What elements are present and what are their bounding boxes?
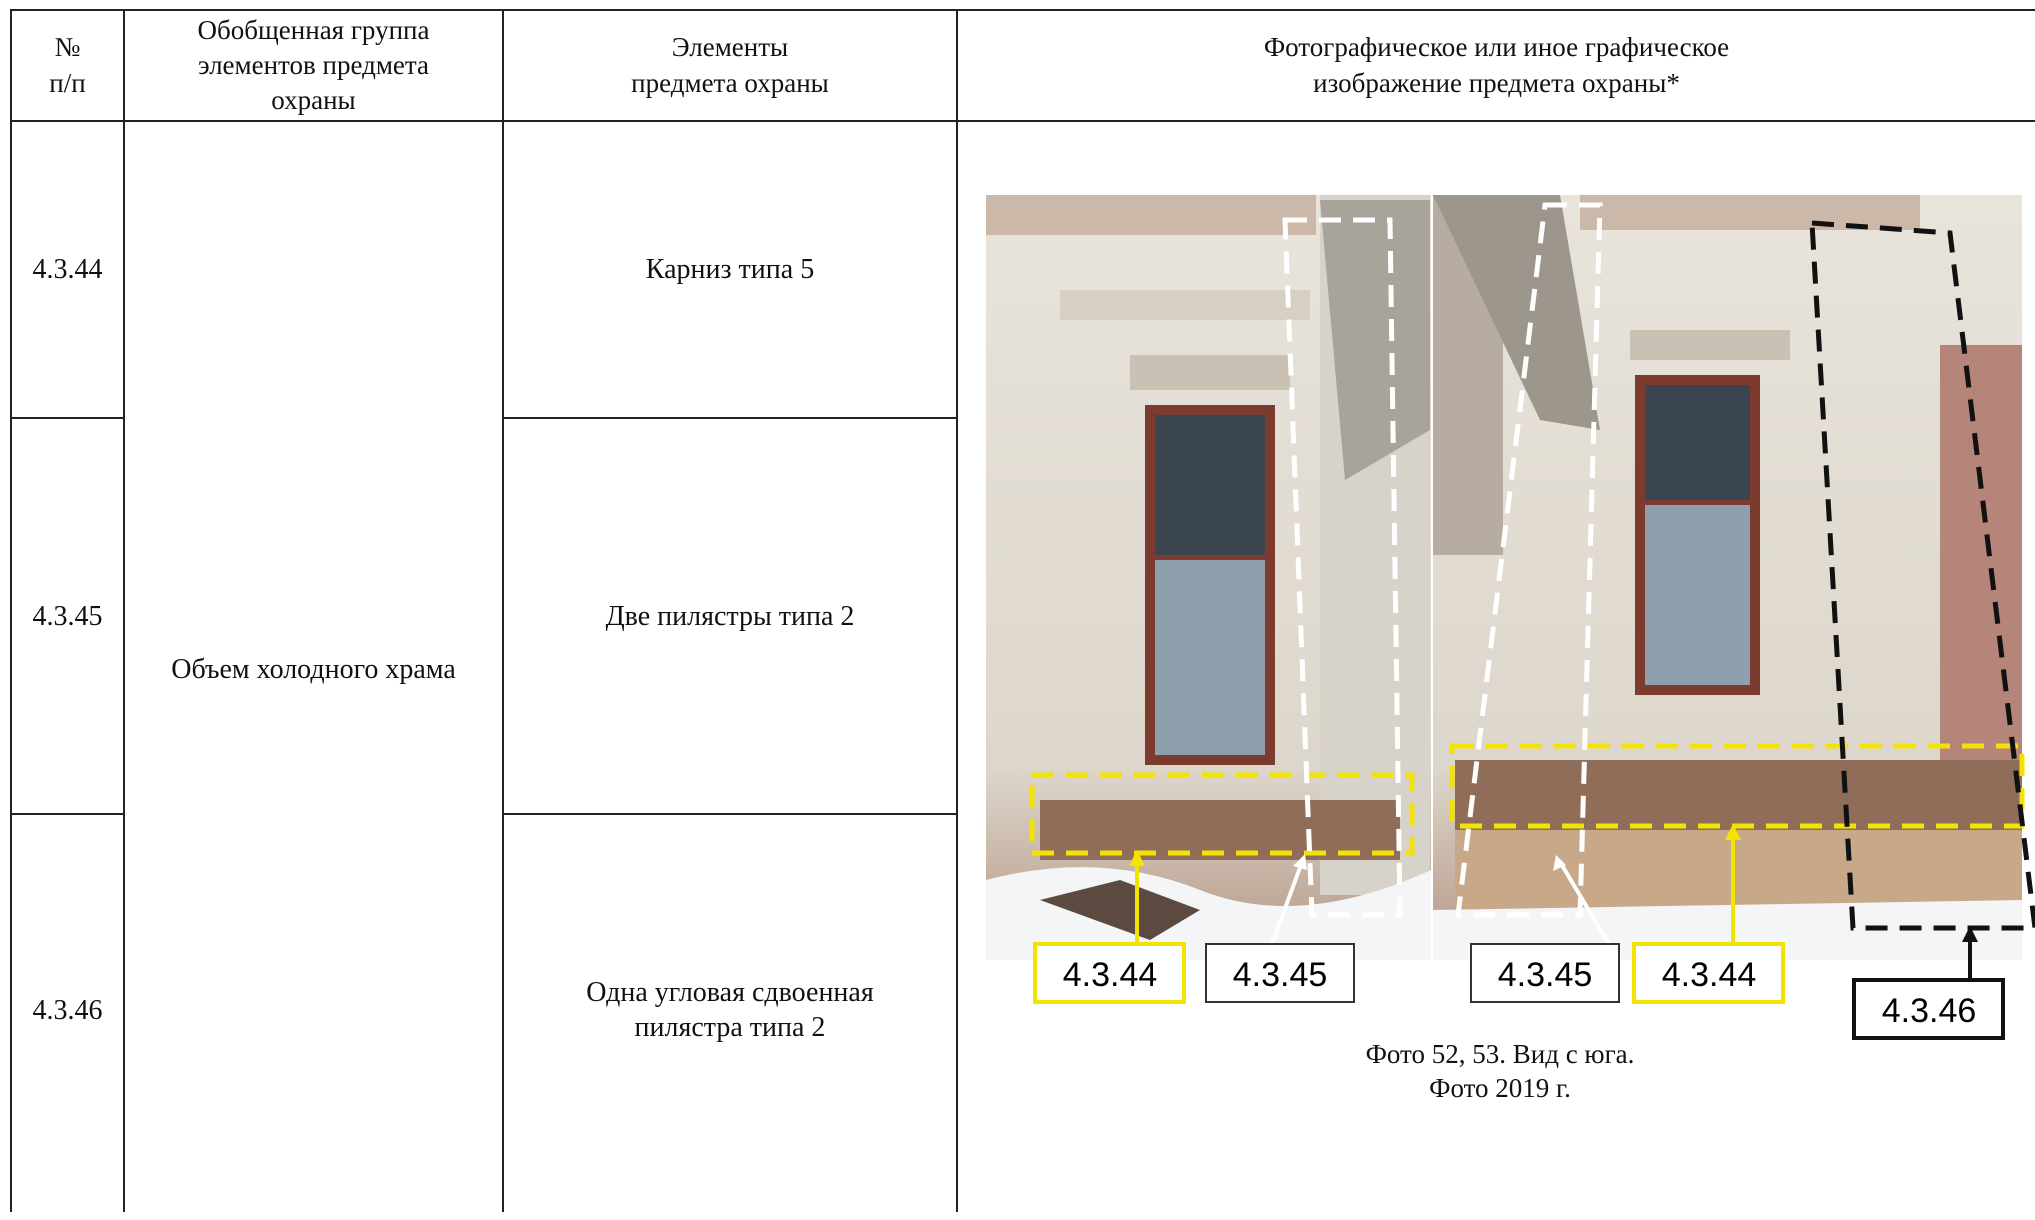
text: изображение предмета охраны* — [1313, 67, 1680, 98]
caption: Фото 52, 53. Вид с юга. Фото 2019 г. — [1300, 1034, 1700, 1110]
rule — [10, 9, 12, 1212]
text: 4.3.45 — [32, 600, 103, 632]
header-cell: Элементы предмета охраны — [504, 11, 956, 120]
rule — [10, 120, 2035, 122]
photo-label: 4.3.44 — [1662, 956, 1757, 994]
rule — [502, 417, 957, 419]
text: № — [54, 32, 81, 63]
group-cell: Объем холодного храма — [125, 122, 502, 1220]
header-cell: Обобщенная группа элементов предмета охр… — [125, 11, 502, 120]
rule — [10, 813, 123, 815]
number-cell: 4.3.44 — [12, 122, 123, 417]
element-cell: Две пилястры типа 2 — [504, 419, 956, 813]
header-cell: № п/п — [12, 11, 123, 120]
text: Карниз типа 5 — [645, 254, 815, 285]
text: Одна угловая сдвоенная — [586, 977, 874, 1008]
text: Фото 2019 г. — [1429, 1073, 1571, 1103]
text: Объем холодного храма — [171, 654, 456, 685]
rule — [502, 9, 504, 1212]
rule — [10, 9, 2035, 11]
text: 4.3.46 — [32, 995, 103, 1026]
photo-label: 4.3.46 — [1882, 992, 1977, 1030]
text: Фото 52, 53. Вид с юга. — [1365, 1039, 1635, 1070]
rule — [956, 9, 958, 1212]
text: Обобщенная группа — [197, 14, 430, 45]
text: предмета охраны — [631, 67, 829, 98]
text: Элементы — [671, 32, 789, 63]
element-cell: Карниз типа 5 — [504, 122, 956, 417]
text: п/п — [49, 67, 86, 98]
photo-label: 4.3.45 — [1498, 956, 1593, 994]
text: Две пилястры типа 2 — [605, 600, 855, 632]
number-cell: 4.3.46 — [12, 815, 123, 1212]
number-cell: 4.3.45 — [12, 419, 123, 813]
text: пилястра типа 2 — [634, 1012, 826, 1043]
element-cell: Одна угловая сдвоенная пилястра типа 2 — [504, 815, 956, 1212]
photo-label: 4.3.45 — [1233, 956, 1328, 994]
rule — [502, 813, 957, 815]
text: охраны — [271, 85, 356, 116]
text: элементов предмета — [197, 49, 430, 80]
rule — [10, 417, 123, 419]
text: 4.3.44 — [32, 254, 103, 285]
photo-label: 4.3.44 — [1063, 956, 1158, 994]
header-cell: Фотографическое или иное графическое изо… — [958, 11, 2035, 120]
text: Фотографическое или иное графическое — [1263, 32, 1730, 63]
rule — [123, 9, 125, 1212]
